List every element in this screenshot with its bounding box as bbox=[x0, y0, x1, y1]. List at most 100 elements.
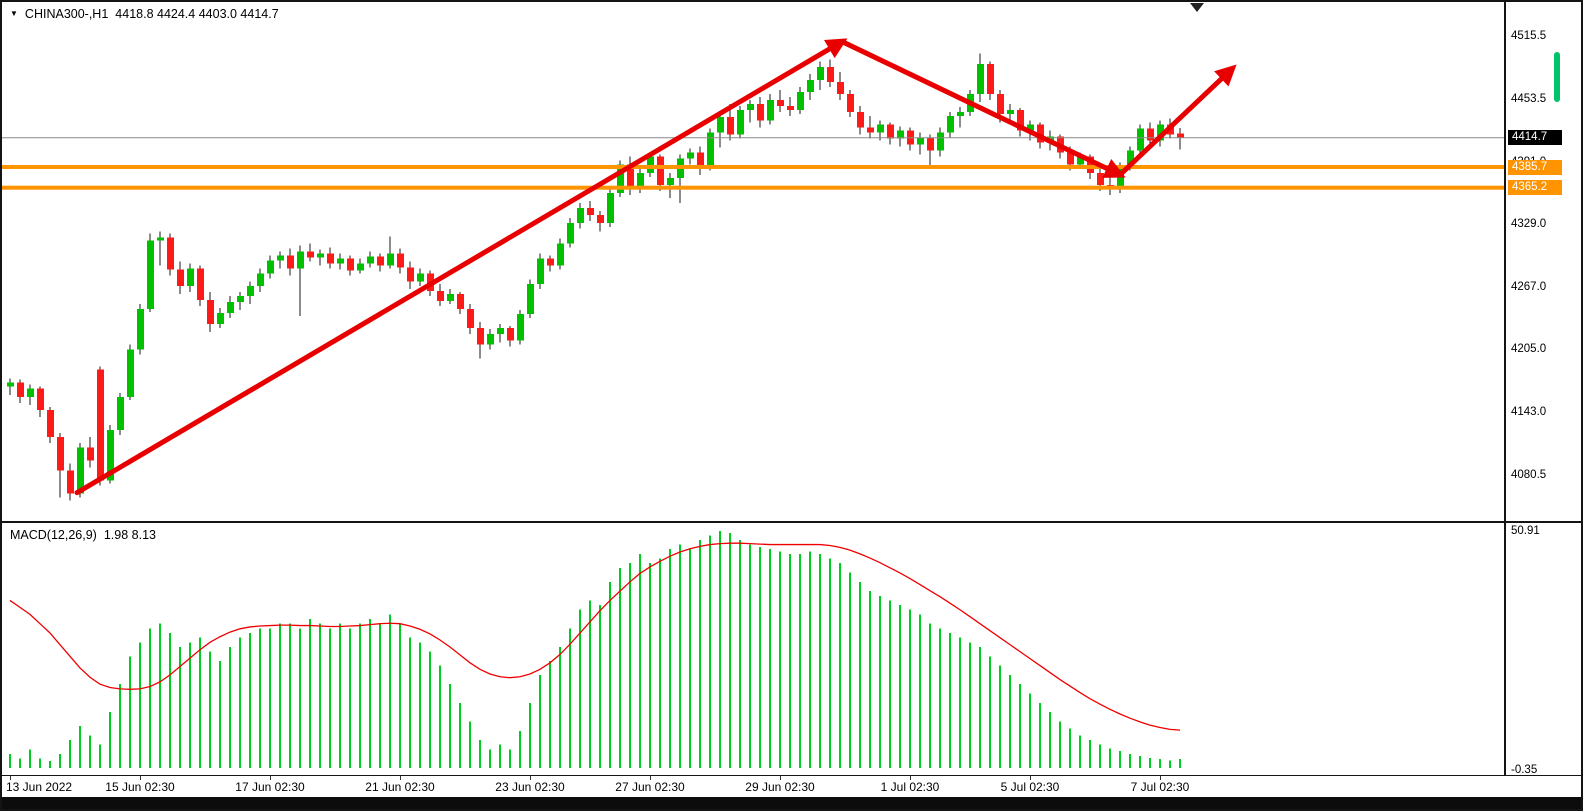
time-axis-tick bbox=[270, 776, 271, 780]
candle-body bbox=[997, 94, 1004, 115]
candle-body bbox=[717, 117, 724, 133]
candle-body bbox=[317, 253, 324, 258]
candle-body bbox=[107, 430, 114, 481]
candle-body bbox=[617, 164, 624, 193]
macd-indicator-panel[interactable] bbox=[2, 523, 1504, 775]
bottom-frame-bar bbox=[2, 797, 1581, 809]
candle-body bbox=[417, 273, 424, 282]
candle-body bbox=[297, 251, 304, 269]
candle-body bbox=[1027, 124, 1034, 131]
candle-body bbox=[897, 130, 904, 139]
candle-body bbox=[187, 268, 194, 286]
candle-body bbox=[827, 66, 834, 82]
candle-body bbox=[57, 437, 64, 471]
candle-body bbox=[487, 334, 494, 345]
ohlc-values: 4418.8 4424.4 4403.0 4414.7 bbox=[115, 7, 279, 21]
price-axis-label: 4143.0 bbox=[1511, 405, 1547, 418]
candle-body bbox=[1127, 150, 1134, 167]
candle-body bbox=[957, 112, 964, 117]
symbol-dropdown-icon: ▼ bbox=[10, 9, 18, 18]
candle-body bbox=[937, 132, 944, 151]
time-axis-divider bbox=[2, 775, 1581, 776]
candle-body bbox=[917, 137, 924, 145]
time-axis-tick bbox=[910, 776, 911, 780]
candle-body bbox=[867, 127, 874, 133]
candle-body bbox=[127, 349, 134, 397]
horizontal-line-object[interactable] bbox=[2, 185, 1504, 190]
candle-body bbox=[607, 192, 614, 224]
candle-body bbox=[657, 156, 664, 185]
trend-arrow-object[interactable] bbox=[74, 38, 848, 496]
chart-symbol-header: ▼ CHINA300-,H1 4418.8 4424.4 4403.0 4414… bbox=[10, 7, 279, 21]
time-axis-tick bbox=[10, 776, 11, 780]
candle-body bbox=[377, 256, 384, 266]
candle-body bbox=[457, 293, 464, 309]
candle-body bbox=[597, 215, 604, 224]
time-axis-label: 13 Jun 2022 bbox=[6, 780, 73, 794]
candle-body bbox=[307, 251, 314, 258]
candle-body bbox=[707, 132, 714, 167]
candle-body bbox=[347, 258, 354, 271]
time-axis-label: 17 Jun 02:30 bbox=[235, 780, 305, 794]
time-axis-tick bbox=[1160, 776, 1161, 780]
candle-body bbox=[977, 63, 984, 95]
candle-body bbox=[327, 253, 334, 264]
candle-body bbox=[877, 124, 884, 133]
candle-body bbox=[577, 208, 584, 224]
candle-body bbox=[407, 267, 414, 282]
candle-body bbox=[207, 299, 214, 325]
price-axis-label: 4205.0 bbox=[1511, 343, 1547, 356]
candle-body bbox=[177, 269, 184, 286]
candle-body bbox=[547, 258, 554, 266]
candle-body bbox=[77, 447, 84, 494]
candle-body bbox=[267, 260, 274, 274]
scrollbar-thumb[interactable] bbox=[1554, 52, 1560, 102]
time-axis-label: 29 Jun 02:30 bbox=[745, 780, 815, 794]
price-axis-label: 4515.5 bbox=[1511, 30, 1547, 42]
price-axis[interactable]: 4515.54453.54391.04329.04267.04205.04143… bbox=[1504, 2, 1562, 776]
candle-body bbox=[587, 208, 594, 216]
candle-body bbox=[857, 112, 864, 128]
time-axis[interactable]: 13 Jun 2022 15 Jun 02:30 17 Jun 02:30 21 Ju… bbox=[2, 776, 1581, 797]
price-axis-label: 4267.0 bbox=[1511, 280, 1547, 293]
price-chart-panel[interactable] bbox=[2, 2, 1504, 521]
candle-body bbox=[17, 382, 24, 397]
candle-body bbox=[517, 314, 524, 341]
candle-body bbox=[167, 237, 174, 270]
price-axis-label: 4329.0 bbox=[1511, 218, 1547, 231]
candle-body bbox=[27, 388, 34, 397]
candle-body bbox=[697, 152, 704, 167]
candle-body bbox=[477, 328, 484, 345]
macd-name: MACD(12,26,9) bbox=[10, 528, 97, 542]
horizontal-line-object[interactable] bbox=[2, 165, 1504, 170]
candle-body bbox=[7, 382, 14, 387]
candle-body bbox=[817, 66, 824, 80]
time-axis-tick bbox=[650, 776, 651, 780]
candle-body bbox=[927, 137, 934, 151]
candle-body bbox=[1147, 128, 1154, 141]
candle-body bbox=[197, 268, 204, 300]
candle-body bbox=[837, 81, 844, 95]
candle-body bbox=[397, 253, 404, 268]
trend-arrow-object[interactable] bbox=[839, 39, 1126, 178]
candle-body bbox=[1007, 110, 1014, 115]
candle-body bbox=[117, 396, 124, 431]
candle-body bbox=[277, 255, 284, 261]
chart-shift-marker[interactable] bbox=[1190, 3, 1204, 12]
candle-body bbox=[747, 104, 754, 111]
candle-body bbox=[807, 79, 814, 93]
time-axis-tick bbox=[140, 776, 141, 780]
trend-arrow-object[interactable] bbox=[1117, 64, 1237, 178]
candle-body bbox=[987, 63, 994, 95]
candle-body bbox=[847, 94, 854, 113]
candle-body bbox=[67, 470, 74, 494]
candle-body bbox=[567, 223, 574, 244]
time-axis-label: 21 Jun 02:30 bbox=[365, 780, 435, 794]
candle-body bbox=[497, 328, 504, 335]
panel-divider[interactable] bbox=[2, 521, 1581, 523]
candle-body bbox=[157, 237, 164, 241]
candle-body bbox=[727, 117, 734, 135]
candle-body bbox=[447, 293, 454, 301]
candle-body bbox=[1037, 124, 1044, 143]
time-axis-tick bbox=[1030, 776, 1031, 780]
